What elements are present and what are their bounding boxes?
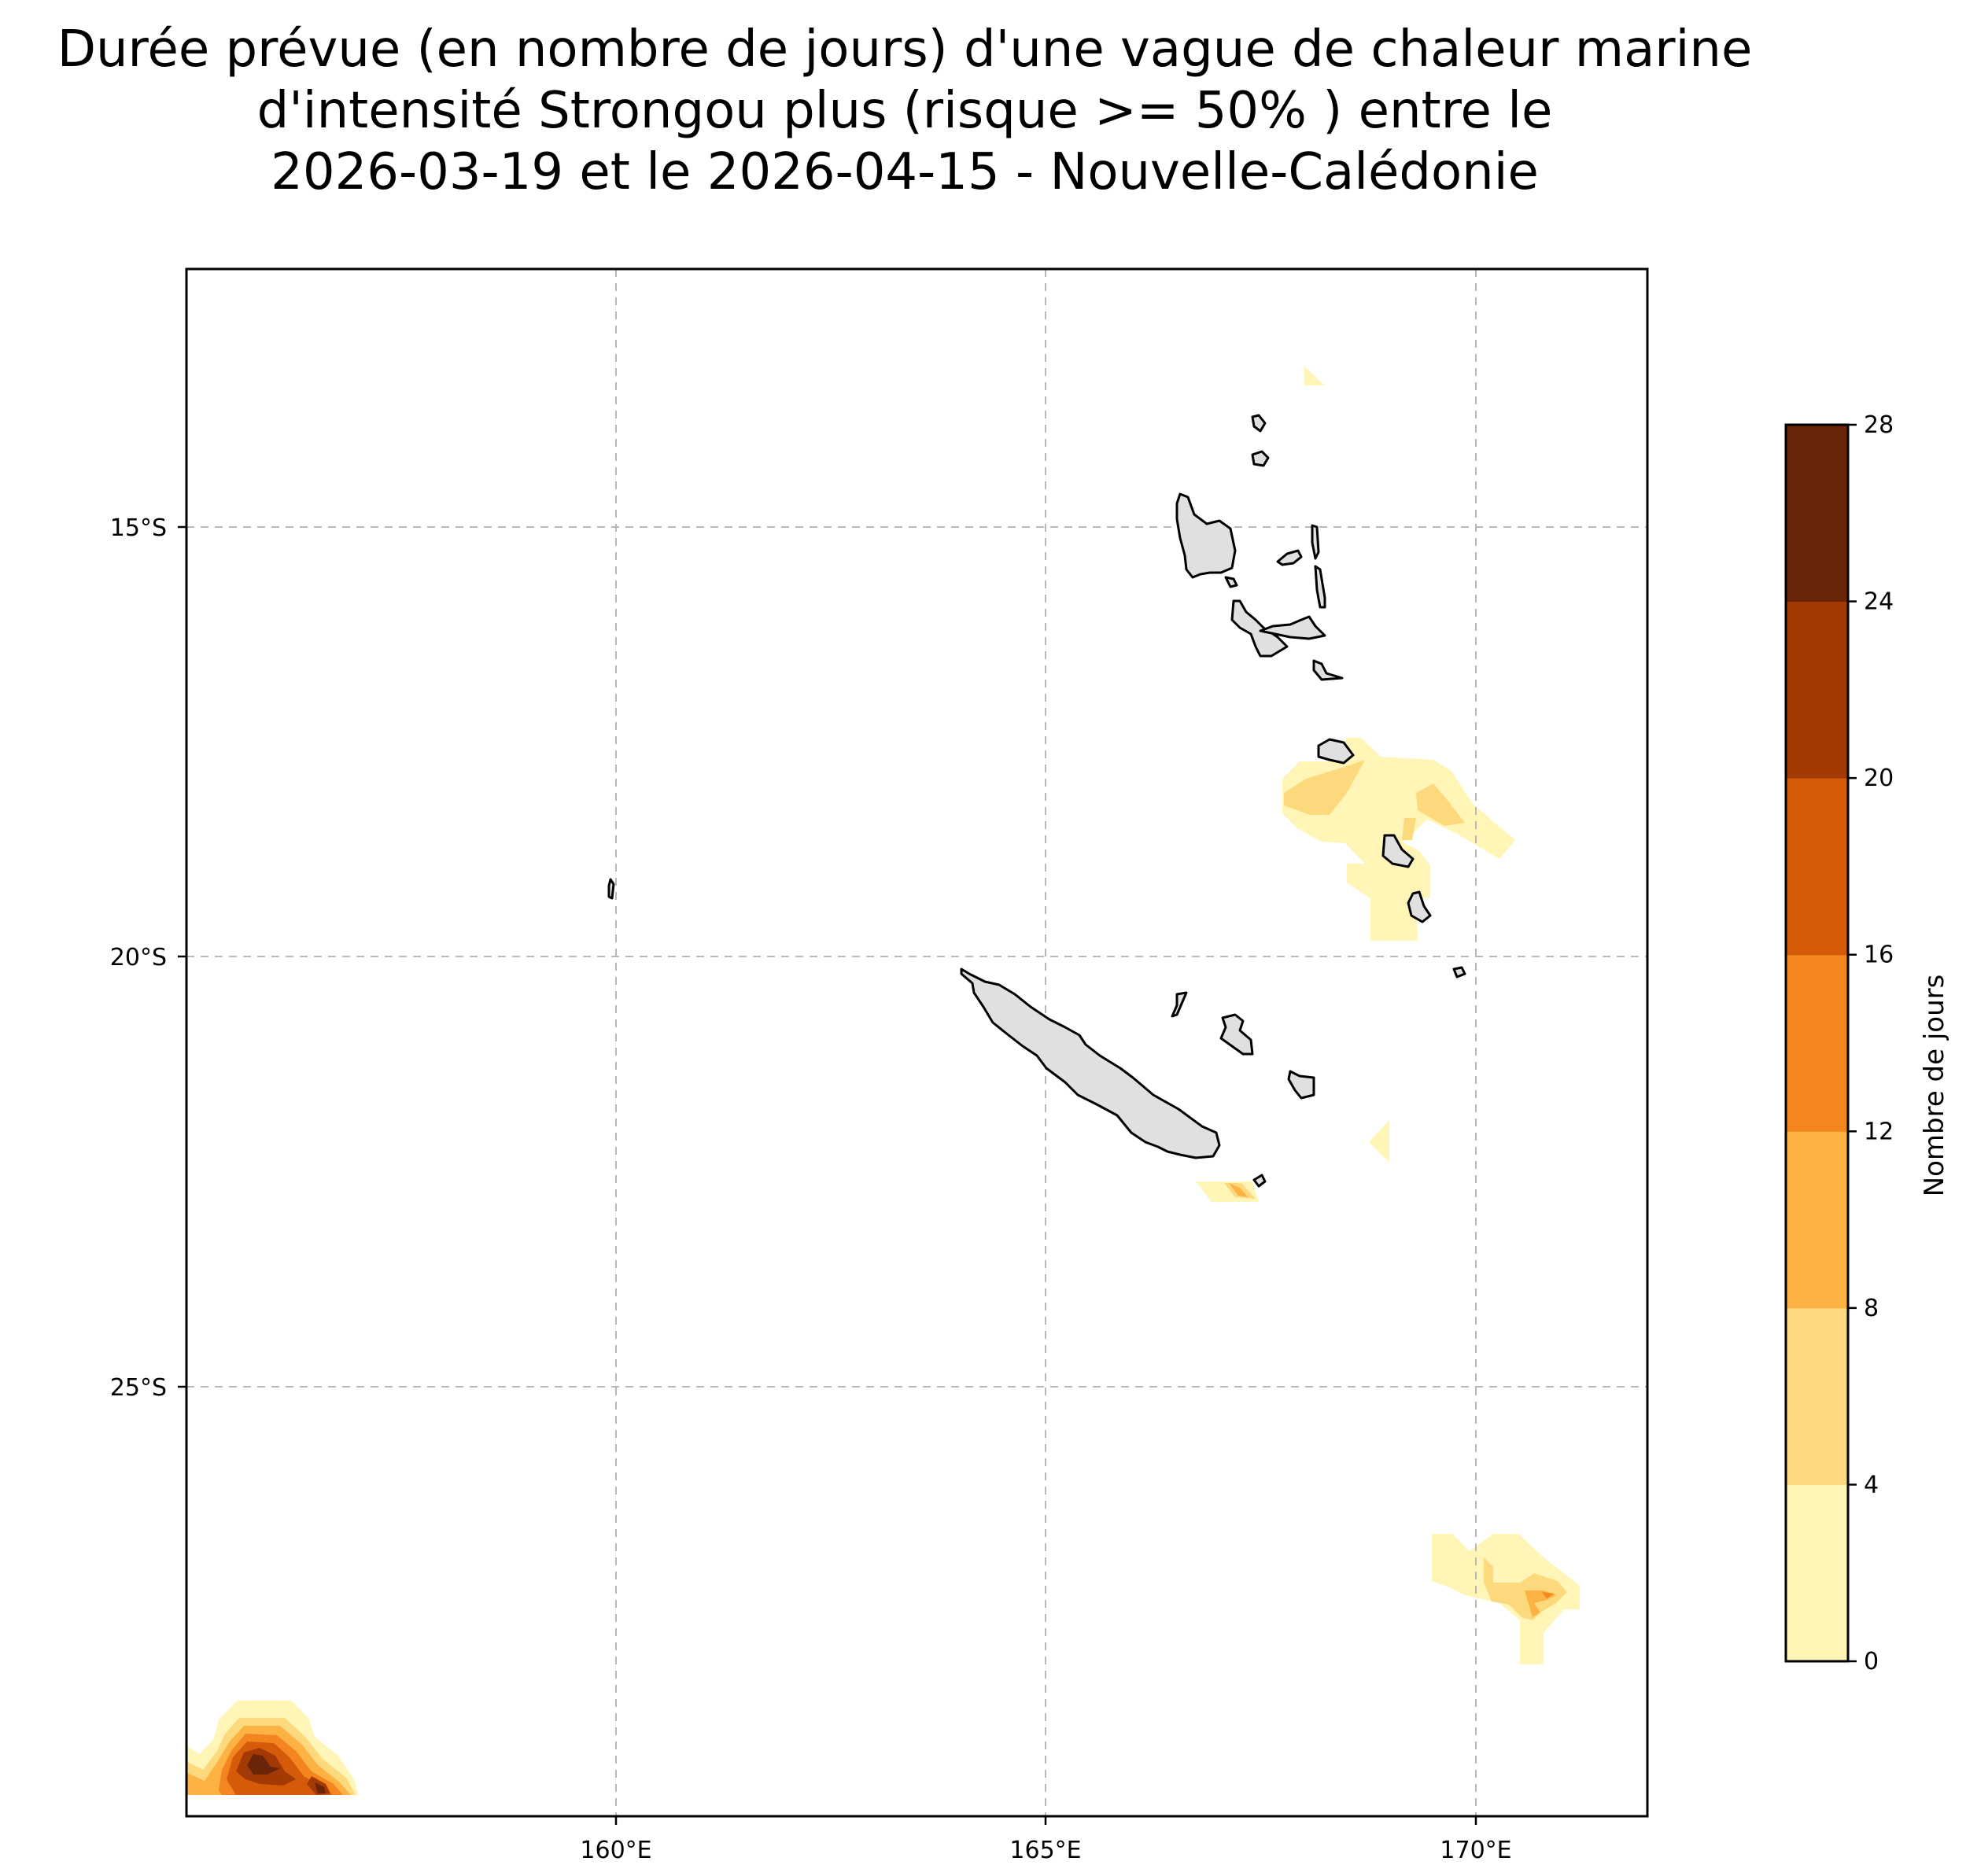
x-tick-label-165: 165°E — [1009, 1837, 1081, 1864]
island-banks — [1251, 450, 1270, 467]
area-southwest-core-b — [315, 1782, 326, 1793]
colorbar-segment-3 — [1786, 954, 1848, 1132]
y-tick-label-15: 15°S — [110, 514, 167, 542]
island-erromango — [1381, 834, 1415, 868]
area-loyalty-east — [1369, 1120, 1389, 1163]
colorbar-segment-2 — [1786, 1131, 1848, 1309]
island-grande-terre — [960, 967, 1221, 1159]
x-tick-label-170: 170°E — [1440, 1837, 1511, 1864]
island-east-small — [1452, 966, 1466, 979]
x-tick-label-160: 160°E — [580, 1837, 651, 1864]
map-plot-area — [186, 269, 1647, 1816]
colorbar-segment-4 — [1786, 778, 1848, 956]
map-title: Durée prévue (en nombre de jours) d'une … — [0, 19, 1809, 203]
island-mare — [1287, 1070, 1315, 1100]
colorbar-tick-label-4: 4 — [1864, 1471, 1879, 1498]
map-frame — [185, 267, 1649, 1818]
y-tick-label-25: 25°S — [110, 1374, 167, 1402]
colorbar-tick-label-0: 0 — [1864, 1648, 1879, 1675]
area-south-nc-core — [1229, 1183, 1248, 1197]
colorbar-tick-label-12: 12 — [1864, 1118, 1894, 1145]
island-torres — [1251, 414, 1267, 433]
island-ambrym — [1259, 615, 1326, 640]
island-tanna — [1407, 890, 1432, 923]
island-ambae — [1276, 549, 1303, 566]
colorbar-segment-6 — [1786, 425, 1848, 603]
colorbar-tick-label-8: 8 — [1864, 1295, 1879, 1322]
axis-ticks — [178, 525, 1477, 1825]
colorbar-segment-5 — [1786, 601, 1848, 779]
island-pentecost — [1314, 565, 1326, 609]
island-maewo — [1311, 524, 1320, 560]
area-vanuatu-mid-3 — [1402, 818, 1416, 840]
colorbar-segment-1 — [1786, 1307, 1848, 1485]
island-lifou — [1219, 1013, 1254, 1056]
area-vanuatu-mid-1 — [1284, 760, 1365, 815]
colorbar-tick-label-24: 24 — [1864, 588, 1894, 616]
island-malo — [1224, 576, 1238, 588]
colorbar-label: Nombre de jours — [1919, 975, 1950, 1197]
island-ouvea — [1171, 991, 1188, 1018]
island-malekula — [1230, 599, 1289, 658]
colorbar-tick-label-20: 20 — [1864, 765, 1894, 792]
island-chesterfield — [607, 878, 615, 900]
island-isle-of-pines — [1252, 1174, 1267, 1188]
heat-duration-areas — [187, 367, 1580, 1795]
title-line-1: Durée prévue (en nombre de jours) d'une … — [57, 20, 1753, 79]
area-southwest-core — [247, 1754, 280, 1775]
island-efate — [1317, 738, 1355, 765]
colorbar: 0 4 8 12 16 20 24 28 — [1784, 411, 1894, 1675]
colorbar-frame — [1784, 423, 1850, 1663]
colorbar-tick-label-16: 16 — [1864, 942, 1894, 969]
area-north-patch — [1304, 367, 1325, 385]
map-gridlines — [186, 269, 1647, 1816]
area-southeast-core — [1542, 1592, 1555, 1598]
y-tick-label-20: 20°S — [110, 944, 167, 971]
colorbar-segment-0 — [1786, 1484, 1848, 1662]
area-southeast-mid — [1484, 1557, 1567, 1620]
land-masses — [607, 414, 1466, 1188]
colorbar-tick-label-28: 28 — [1864, 411, 1894, 439]
island-espiritu-santo — [1175, 492, 1237, 579]
area-vanuatu-mid-2 — [1416, 783, 1465, 826]
title-line-2: d'intensité Strongou plus (risque >= 50%… — [256, 82, 1553, 140]
title-line-3: 2026-03-19 et le 2026-04-15 - Nouvelle-C… — [271, 143, 1539, 201]
island-epi — [1312, 659, 1344, 681]
